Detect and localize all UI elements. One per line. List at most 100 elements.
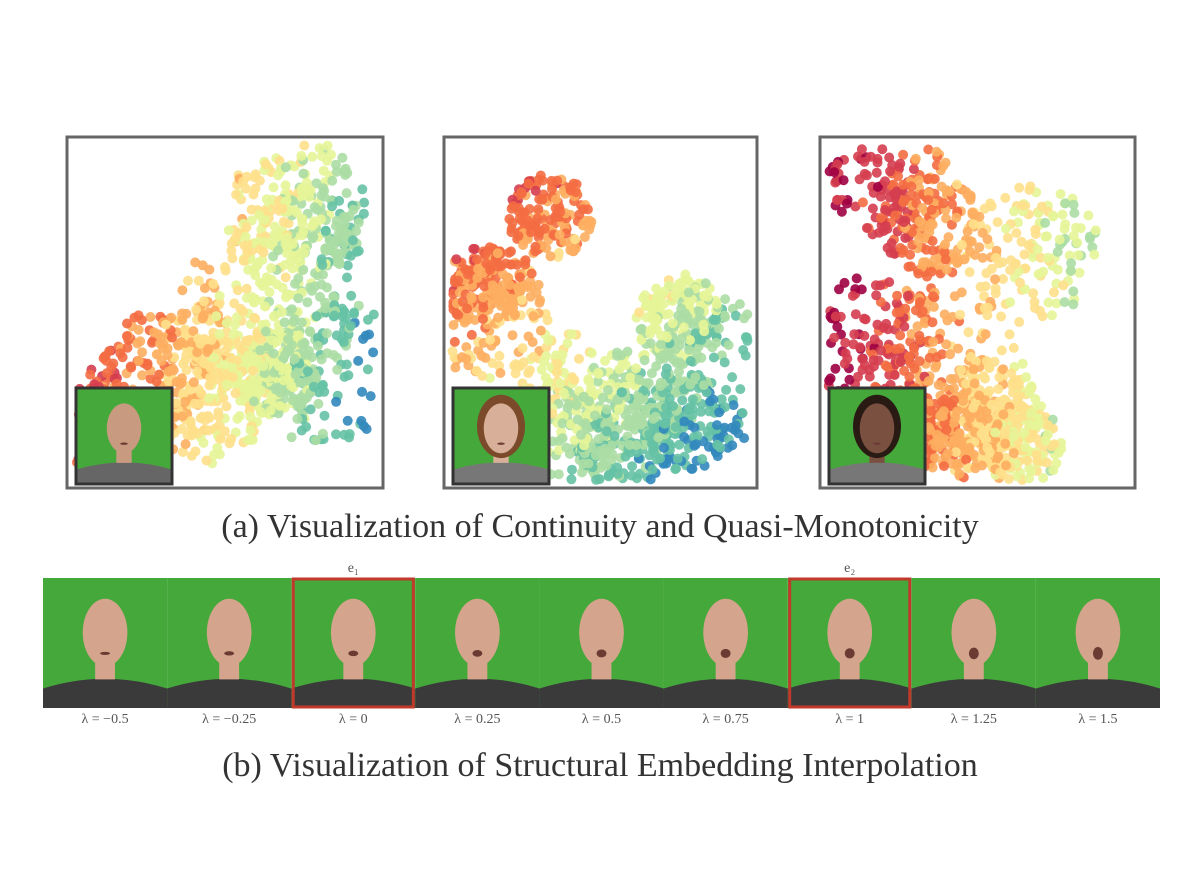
embedding-point (276, 307, 287, 318)
embedding-point (734, 299, 745, 310)
embedding-point (1014, 182, 1025, 193)
embedding-point (550, 194, 561, 205)
embedding-point (998, 274, 1008, 284)
embedding-point (614, 404, 624, 415)
embedding-point (297, 230, 308, 241)
embedding-point (589, 419, 600, 430)
embedding-point (513, 203, 524, 213)
embedding-point (597, 392, 608, 403)
embedding-point (990, 274, 1000, 285)
embedding-point (639, 355, 650, 366)
embedding-point (941, 185, 952, 196)
embedding-point (1000, 192, 1011, 203)
embedding-point (562, 338, 573, 349)
embedding-point (337, 311, 348, 322)
shirt (1035, 678, 1160, 708)
embedding-point (220, 346, 231, 356)
embedding-point (264, 287, 275, 298)
embedding-point (586, 348, 597, 359)
embedding-point (208, 279, 219, 289)
embedding-point (856, 144, 867, 155)
embedding-point (591, 474, 602, 485)
embedding-point (368, 347, 379, 358)
embedding-point (321, 328, 332, 339)
embedding-point (689, 422, 700, 433)
embedding-point (992, 217, 1003, 228)
embedding-point (221, 318, 232, 329)
embedding-point (906, 181, 917, 192)
embedding-point (913, 175, 924, 186)
embedding-point (294, 256, 305, 267)
embedding-point (1051, 298, 1062, 309)
embedding-point (322, 282, 332, 293)
embedding-point (981, 268, 992, 279)
embedding-point (698, 380, 709, 391)
embedding-point (345, 250, 356, 261)
embedding-point (721, 384, 732, 395)
embedding-point (900, 303, 911, 314)
embedding-point (559, 367, 570, 378)
embedding-point (329, 293, 340, 303)
embedding-point (273, 326, 284, 337)
embedding-point (940, 157, 951, 168)
embedding-point (310, 435, 321, 446)
shirt (415, 678, 540, 708)
embedding-point (956, 239, 967, 250)
embedding-point (898, 217, 909, 228)
embedding-point (674, 366, 684, 377)
mouth (224, 651, 235, 656)
embedding-point (876, 345, 886, 356)
embedding-point (1047, 310, 1057, 321)
embedding-point (693, 334, 704, 345)
embedding-point (205, 372, 215, 383)
embedding-point (838, 175, 849, 186)
embedding-point (280, 272, 291, 283)
embedding-point (308, 219, 319, 230)
embedding-point (1003, 474, 1014, 484)
embedding-point (154, 369, 165, 380)
embedding-point (320, 303, 331, 314)
mouth (844, 648, 855, 659)
embedding-point (616, 387, 627, 398)
embedding-point (85, 369, 96, 380)
embedding-point (903, 261, 914, 272)
embedding-point (344, 432, 354, 443)
embedding-point (260, 326, 271, 337)
embedding-point (941, 213, 951, 224)
embedding-point (368, 309, 379, 320)
embedding-point (727, 372, 738, 383)
embedding-point (1041, 457, 1052, 468)
embedding-point (940, 239, 951, 250)
embedding-point (241, 283, 252, 294)
embedding-point (593, 434, 604, 444)
embedding-point (906, 189, 917, 200)
embedding-point (900, 233, 911, 243)
embedding-point (645, 325, 656, 336)
embedding-point (836, 206, 847, 217)
embedding-point (603, 385, 613, 396)
embedding-point (918, 257, 929, 268)
embedding-point (277, 203, 288, 214)
anchor-marker: e₂ (844, 561, 855, 576)
embedding-point (941, 339, 952, 350)
embedding-point (328, 350, 339, 360)
embedding-point (893, 171, 903, 182)
embedding-point (927, 462, 938, 473)
embedding-point (238, 255, 249, 266)
embedding-point (636, 419, 647, 430)
embedding-point (289, 353, 300, 364)
embedding-point (876, 212, 887, 223)
embedding-point (126, 362, 137, 373)
embedding-point (824, 375, 835, 386)
embedding-point (880, 221, 891, 231)
embedding-point (517, 343, 528, 354)
embedding-point (487, 358, 498, 369)
embedding-point (346, 290, 357, 301)
embedding-point (566, 329, 577, 340)
embedding-point (583, 458, 594, 469)
embedding-point (492, 248, 503, 259)
embedding-point (869, 334, 880, 345)
embedding-point (1028, 420, 1038, 430)
embedding-point (964, 413, 975, 424)
embedding-point (993, 384, 1004, 395)
